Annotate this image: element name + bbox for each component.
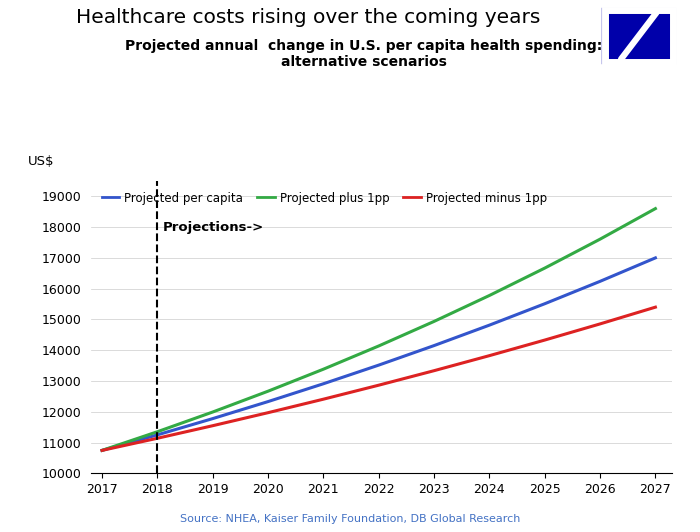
Text: Projections->: Projections-> <box>163 221 264 234</box>
Text: Source: NHEA, Kaiser Family Foundation, DB Global Research: Source: NHEA, Kaiser Family Foundation, … <box>180 514 520 524</box>
Legend: Projected per capita, Projected plus 1pp, Projected minus 1pp: Projected per capita, Projected plus 1pp… <box>97 187 552 209</box>
Text: US$: US$ <box>28 155 55 168</box>
FancyBboxPatch shape <box>605 10 673 62</box>
Text: Healthcare costs rising over the coming years: Healthcare costs rising over the coming … <box>76 8 540 27</box>
Text: Projected annual  change in U.S. per capita health spending:: Projected annual change in U.S. per capi… <box>125 39 603 53</box>
Text: alternative scenarios: alternative scenarios <box>281 55 447 69</box>
